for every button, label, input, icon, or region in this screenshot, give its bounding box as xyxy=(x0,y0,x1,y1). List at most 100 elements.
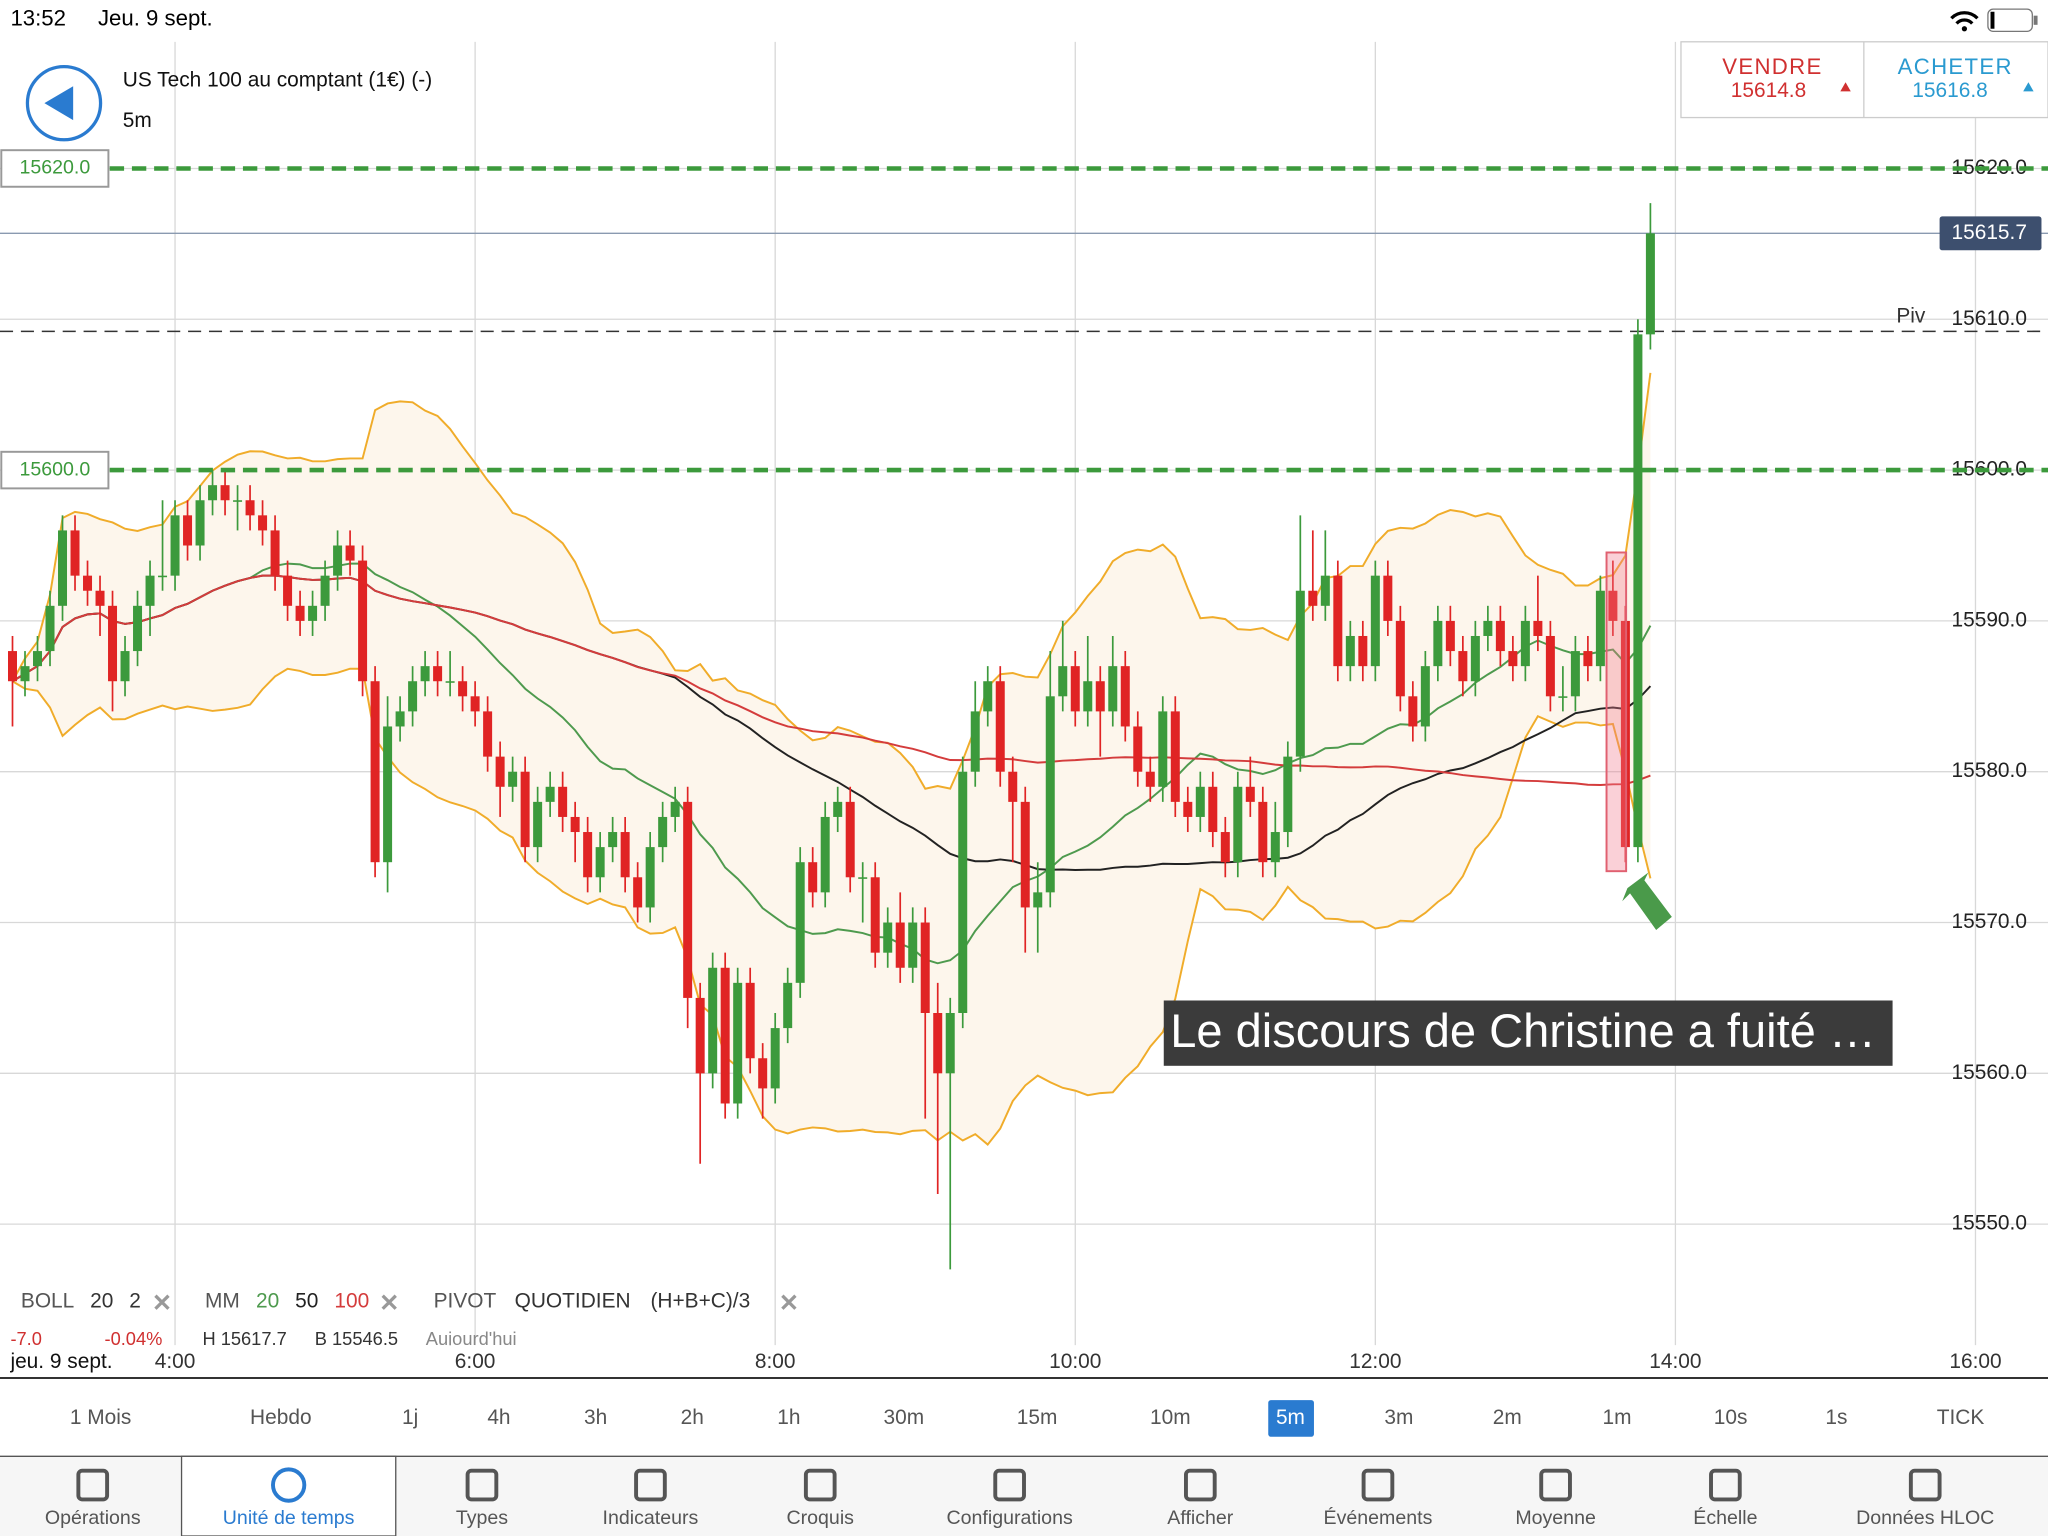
candle-body xyxy=(533,801,543,848)
toolbar-label[interactable]: Afficher xyxy=(1167,1507,1233,1529)
candle-body xyxy=(795,862,805,983)
toolbar-label[interactable]: Données HLOC xyxy=(1856,1507,1994,1529)
candle-body xyxy=(1008,771,1018,802)
x-tick-label: 12:00 xyxy=(1349,1350,1401,1373)
candle-body xyxy=(1608,590,1618,621)
timeframe[interactable]: 15m xyxy=(1017,1406,1058,1429)
candle-body xyxy=(545,786,555,802)
candle-body xyxy=(658,816,668,848)
pivot-name: PIVOT xyxy=(434,1290,497,1313)
y-tick-label: 15610.0 xyxy=(1951,307,2026,330)
annotation: Le discours de Christine a fuité … xyxy=(1170,1004,1876,1057)
candle-body xyxy=(970,711,980,772)
interval: 5m xyxy=(123,109,152,132)
mm-name: MM xyxy=(205,1290,240,1313)
timeframe[interactable]: 1 Mois xyxy=(70,1406,131,1429)
timeframe[interactable]: 1j xyxy=(402,1406,418,1429)
candle-body xyxy=(983,681,993,712)
toolbar-icon xyxy=(271,1467,307,1503)
candle-body xyxy=(1583,651,1593,667)
toolbar-icon xyxy=(1908,1468,1942,1502)
candle-body xyxy=(1358,635,1368,667)
change-pct: -0.04% xyxy=(104,1328,162,1349)
timeframe[interactable]: 1s xyxy=(1825,1406,1847,1429)
high: H 15617.7 xyxy=(202,1328,286,1349)
toolbar-icon xyxy=(634,1468,667,1502)
timeframe[interactable]: 1m xyxy=(1602,1406,1631,1429)
timeframe[interactable]: 4h xyxy=(487,1406,510,1429)
timeframe[interactable]: 5m xyxy=(1276,1406,1305,1429)
timeframe[interactable]: 10s xyxy=(1714,1406,1748,1429)
candle-body xyxy=(195,500,205,546)
candle-body xyxy=(320,575,330,606)
toolbar-label[interactable]: Échelle xyxy=(1693,1506,1757,1529)
timeframe[interactable]: 30m xyxy=(884,1406,925,1429)
candle-body xyxy=(283,575,293,606)
timeframe[interactable]: 2h xyxy=(681,1406,704,1429)
toolbar-label[interactable]: Types xyxy=(456,1507,508,1529)
candle-body xyxy=(558,786,568,817)
remove-icon[interactable] xyxy=(381,1294,397,1310)
candle-body xyxy=(758,1058,768,1089)
candle-body xyxy=(183,515,193,546)
indicator-legend: BOLL 20 2 MM 20 50 100 PIVOT QUOTIDIEN (… xyxy=(10,1290,797,1349)
toolbar-label[interactable]: Opérations xyxy=(45,1507,141,1529)
back-button[interactable] xyxy=(25,64,103,142)
arrow xyxy=(1622,872,1672,930)
remove-icon[interactable] xyxy=(781,1294,797,1310)
candle-body xyxy=(695,997,705,1074)
buy-label: ACHETER xyxy=(1898,54,2013,79)
moving-average xyxy=(12,562,1652,965)
candle-body xyxy=(295,605,305,621)
candle-body xyxy=(1070,666,1080,712)
remove-icon[interactable] xyxy=(154,1294,170,1310)
candle-body xyxy=(1083,681,1093,712)
timeframe[interactable]: 1h xyxy=(777,1406,800,1429)
toolbar-icon xyxy=(465,1468,499,1502)
candle-body xyxy=(445,681,455,683)
toolbar-label[interactable]: Événements xyxy=(1324,1506,1433,1529)
toolbar-icon xyxy=(1361,1468,1395,1502)
candle-body xyxy=(908,922,918,968)
candle-body xyxy=(245,500,255,516)
status-time: 13:52 xyxy=(10,5,66,30)
candle-body xyxy=(1020,801,1030,908)
candle-body xyxy=(1308,590,1318,606)
candle-body xyxy=(1145,771,1155,787)
candle-body xyxy=(45,605,55,652)
candle-body xyxy=(83,575,93,591)
timeframe[interactable]: 10m xyxy=(1150,1406,1191,1429)
timeframe[interactable]: 3h xyxy=(584,1406,607,1429)
candle-body xyxy=(345,545,355,561)
low: B 15546.5 xyxy=(315,1328,398,1349)
toolbar-label[interactable]: Croquis xyxy=(787,1507,855,1529)
candle-body xyxy=(820,816,830,893)
candle-body xyxy=(920,922,930,1014)
timeframe[interactable]: TICK xyxy=(1937,1406,1985,1429)
toolbar-label[interactable]: Moyenne xyxy=(1515,1507,1596,1529)
candle-body xyxy=(958,771,968,1014)
candle-body xyxy=(1283,756,1293,833)
candle-body xyxy=(1095,681,1105,712)
sell-price: 15614.8 xyxy=(1731,79,1806,102)
candle-body xyxy=(1120,666,1130,727)
timeframe-bar: 1 Mois Hebdo 1j 4h 3h 2h 1h 30m 15m 10m 5m 3m 2m 1m 10… xyxy=(70,1400,1985,1437)
timeframe[interactable]: 3m xyxy=(1384,1406,1413,1429)
toolbar-label[interactable]: Configurations xyxy=(947,1507,1073,1529)
timeframe[interactable]: Hebdo xyxy=(250,1406,312,1429)
candle-body xyxy=(1495,620,1505,652)
period: Aujourd'hui xyxy=(426,1328,517,1349)
candle-body xyxy=(1645,233,1655,335)
candle-body xyxy=(420,666,430,682)
candle-body xyxy=(395,711,405,727)
stats-row: -7.0 -0.04% H 15617.7 B 15546.5 Aujourd'… xyxy=(10,1328,517,1349)
y-tick-label: 15590.0 xyxy=(1951,608,2026,631)
toolbar-label[interactable]: Indicateurs xyxy=(603,1507,699,1529)
toolbar-label[interactable]: Unité de temps xyxy=(223,1507,355,1529)
timeframe[interactable]: 2m xyxy=(1493,1406,1522,1429)
boll-period: 20 xyxy=(90,1290,113,1313)
